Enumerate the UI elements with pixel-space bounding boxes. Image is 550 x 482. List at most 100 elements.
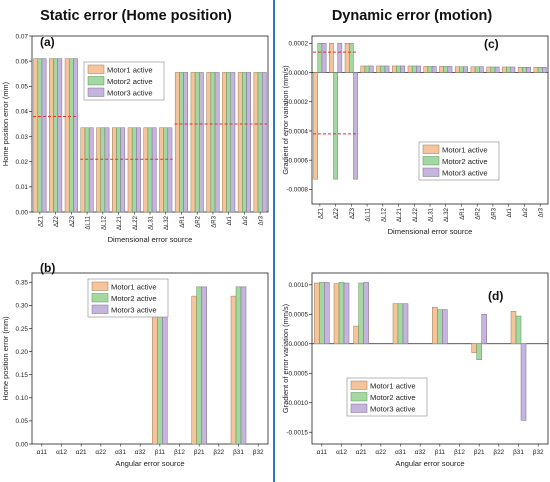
bar-a-0-11: [206, 72, 212, 213]
y-tick-label: 0.06: [16, 58, 29, 65]
x-tick-label: α32: [415, 449, 426, 456]
y-tick-label: 0.30: [16, 303, 29, 310]
x-tick-label: α21: [356, 449, 367, 456]
bar-a-2-3: [88, 127, 94, 213]
bar-a-0-0: [33, 58, 39, 213]
bar-c-1-3: [364, 65, 370, 73]
legend-swatch: [91, 304, 109, 314]
bar-c-1-12: [506, 66, 512, 73]
bar-c-2-2: [353, 72, 358, 180]
bar-d-0-2: [353, 325, 359, 345]
bar-a-1-4: [100, 127, 106, 213]
legend-swatch: [87, 64, 105, 74]
x-tick-label: ΔL11: [86, 215, 92, 229]
bar-c-2-12: [510, 66, 516, 73]
panel-label: (c): [484, 37, 499, 51]
panel-label: (b): [40, 261, 55, 275]
x-tick-label: ΔZ2: [54, 215, 60, 227]
bar-c-2-13: [526, 67, 531, 73]
legend-entry: Motor1 active: [370, 381, 416, 390]
bar-c-0-6: [407, 65, 413, 73]
y-tick-label: -0.0015: [286, 430, 308, 437]
chart-panel-c: -0.0008 -0.0006 -0.0004 -0.0002 0.0000 0.0002…: [281, 35, 549, 236]
x-tick-label: β31: [513, 449, 524, 456]
legend-entry: Motor1 active: [107, 65, 153, 74]
x-tick-label: β12: [174, 449, 185, 456]
bar-a-2-5: [120, 127, 126, 213]
legend-swatch: [422, 156, 440, 166]
y-tick-label: 0.05: [16, 84, 29, 91]
bar-a-2-2: [73, 58, 78, 213]
bar-b-1-10: [235, 286, 242, 445]
x-axis-title: Dimensional error source: [388, 227, 473, 236]
bar-c-1-5: [396, 65, 401, 73]
legend-swatch: [422, 167, 440, 177]
x-tick-label: Δr2: [243, 215, 249, 225]
bar-c-2-0: [321, 43, 327, 73]
bar-a-2-14: [261, 72, 267, 213]
bar-d-0-10: [510, 311, 517, 345]
x-tick-label: ΔL22: [413, 207, 419, 222]
plot-frame: [31, 272, 269, 445]
bar-c-2-1: [337, 43, 343, 73]
bar-c-2-7: [431, 66, 437, 73]
bar-a-1-11: [210, 72, 216, 213]
bar-a-2-12: [230, 72, 236, 213]
y-axis-title: Home position error (mm): [1, 82, 10, 166]
x-tick-label: ΔR1: [180, 215, 186, 227]
x-tick-label: β11: [155, 449, 166, 456]
x-tick-label: α21: [76, 449, 87, 456]
x-tick-label: Δr3: [259, 215, 265, 225]
y-tick-label: 0.15: [16, 372, 29, 379]
legend-entry: Motor1 active: [442, 145, 488, 154]
bar-c-0-1: [329, 43, 334, 73]
legend: Motor1 active Motor2 active Motor3 active: [83, 61, 165, 101]
bar-d-1-6: [437, 309, 443, 345]
x-tick-label: Δr1: [227, 215, 233, 225]
bar-c-0-11: [486, 66, 492, 73]
bar-c-1-14: [537, 67, 543, 73]
x-tick-label: Δr2: [523, 207, 529, 217]
bar-c-2-4: [384, 65, 390, 73]
x-tick-label: ΔL12: [381, 207, 387, 222]
legend: Motor1 active Motor2 active Motor3 active: [87, 278, 169, 318]
x-tick-label: ΔL11: [366, 207, 372, 221]
heading-dynamic: Dynamic error (motion): [332, 8, 492, 24]
bar-a-0-3: [80, 127, 86, 213]
bar-c-1-0: [317, 43, 323, 73]
x-tick-label: Δr3: [539, 207, 545, 217]
legend-entry: Motor3 active: [107, 88, 153, 97]
bar-c-1-1: [333, 72, 338, 180]
x-tick-label: β32: [253, 449, 264, 456]
bar-b-0-8: [191, 295, 197, 445]
x-tick-label: ΔZ1: [38, 215, 44, 227]
bar-c-1-10: [474, 66, 480, 73]
bar-c-2-10: [479, 66, 484, 73]
x-tick-label: ΔR2: [476, 207, 482, 219]
bar-a-1-3: [84, 127, 90, 213]
bar-d-0-0: [314, 282, 320, 345]
y-tick-label: 0.07: [16, 33, 29, 40]
bar-a-1-12: [226, 72, 232, 213]
bar-d-0-8: [471, 343, 477, 353]
bar-d-1-0: [319, 282, 325, 345]
y-axis-title: Gradient of error variation (mm/s): [281, 304, 290, 413]
x-tick-label: ΔL21: [397, 207, 403, 222]
x-tick-label: ΔZ3: [70, 215, 76, 227]
bar-c-1-11: [490, 66, 496, 73]
x-tick-label: ΔL31: [149, 215, 155, 230]
bar-a-2-6: [136, 127, 141, 213]
bar-a-1-14: [257, 72, 263, 213]
bar-c-1-8: [443, 66, 449, 73]
y-axis-title: Home position error (mm): [1, 316, 10, 400]
legend-entry: Motor2 active: [107, 77, 153, 86]
bar-c-0-0: [313, 72, 319, 180]
bar-d-2-8: [481, 314, 487, 345]
legend: Motor1 active Motor2 active Motor3 active: [418, 141, 500, 181]
bar-c-2-11: [494, 66, 500, 73]
bar-a-2-1: [57, 58, 63, 213]
x-tick-label: α31: [115, 449, 126, 456]
legend-swatch: [91, 281, 109, 291]
bar-b-1-8: [196, 286, 202, 445]
chart-panel-a: 0.00 0.01 0.02 0.03 0.04 0.05 0.06 0.07 ΔZ1 ΔZ2 ΔZ…: [1, 33, 269, 244]
